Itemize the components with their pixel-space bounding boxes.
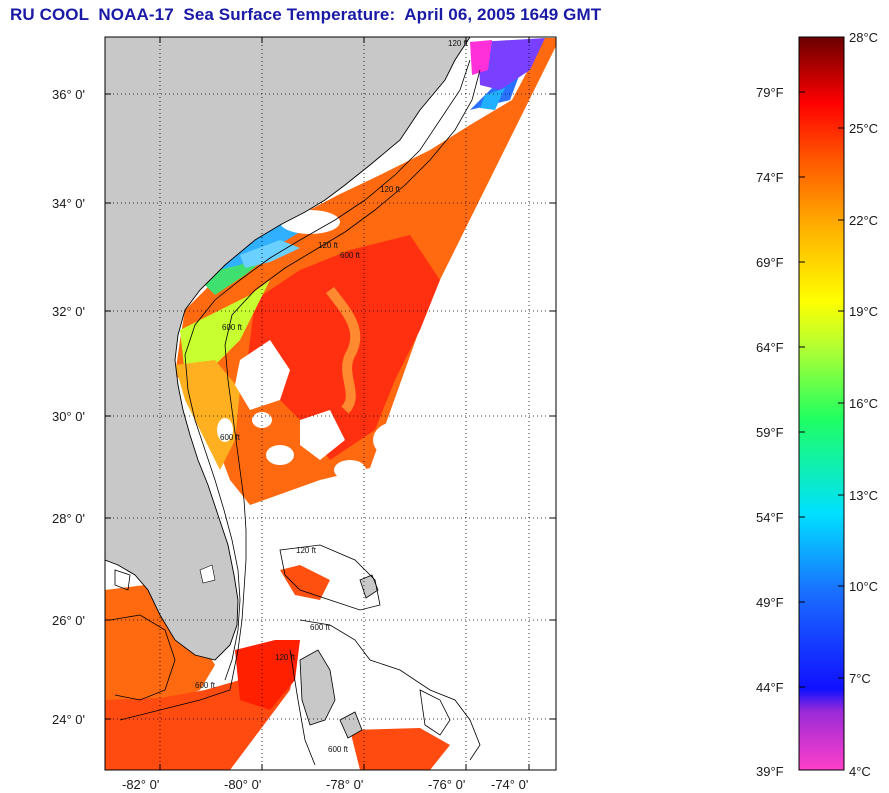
isobath-label: 120 ft	[275, 653, 296, 662]
map-plot: 120 ft 120 ft 600 ft 120 ft 600 ft 120 f…	[105, 37, 556, 770]
colorbar-gradient	[798, 36, 845, 771]
isobath-label: 600 ft	[195, 681, 216, 690]
lat-label: 34° 0'	[52, 196, 85, 211]
c-label: 22°C	[849, 213, 878, 228]
isobath-label: 120 ft	[448, 39, 469, 48]
isobath-labels: 120 ft 120 ft 600 ft 120 ft 600 ft 120 f…	[195, 39, 469, 754]
lon-label: -76° 0'	[428, 777, 465, 792]
colorbar: 79°F 74°F 69°F 64°F 59°F 54°F 49°F 44°F …	[756, 30, 878, 779]
c-label: 10°C	[849, 579, 878, 594]
isobath-label: 600 ft	[340, 251, 361, 260]
isobath-label: 600 ft	[222, 323, 243, 332]
f-label: 44°F	[756, 680, 784, 695]
tick-marks	[105, 37, 556, 770]
longitude-labels: -82° 0' -80° 0' -78° 0' -76° 0' -74° 0'	[122, 777, 528, 792]
isobath-label: 120 ft	[380, 185, 401, 194]
lon-label: -82° 0'	[122, 777, 159, 792]
c-label: 25°C	[849, 121, 878, 136]
isobath-label: 120 ft	[296, 546, 317, 555]
c-label: 19°C	[849, 304, 878, 319]
sst-swath	[175, 38, 556, 505]
land	[105, 37, 471, 739]
isobath-label: 600 ft	[310, 623, 331, 632]
lat-label: 24° 0'	[52, 712, 85, 727]
celsius-labels: 28°C 25°C 22°C 19°C 16°C 13°C 10°C 7°C 4…	[849, 30, 878, 779]
isobath-label: 600 ft	[328, 745, 349, 754]
lat-label: 36° 0'	[52, 87, 85, 102]
latitude-labels: 36° 0' 34° 0' 32° 0' 30° 0' 28° 0' 26° 0…	[52, 87, 85, 727]
f-label: 59°F	[756, 425, 784, 440]
map-frame	[104, 36, 557, 771]
lon-label: -80° 0'	[224, 777, 261, 792]
lat-label: 28° 0'	[52, 511, 85, 526]
isobaths	[109, 59, 481, 766]
f-label: 69°F	[756, 255, 784, 270]
lon-label: -74° 0'	[491, 777, 528, 792]
c-label: 4°C	[849, 764, 871, 779]
sst-south	[105, 460, 450, 770]
c-label: 16°C	[849, 396, 878, 411]
lon-label: -78° 0'	[326, 777, 363, 792]
f-label: 39°F	[756, 764, 784, 779]
lat-label: 30° 0'	[52, 409, 85, 424]
c-label: 7°C	[849, 671, 871, 686]
f-label: 74°F	[756, 170, 784, 185]
isobath-label: 600 ft	[220, 433, 241, 442]
lat-label: 32° 0'	[52, 304, 85, 319]
fahrenheit-labels: 79°F 74°F 69°F 64°F 59°F 54°F 49°F 44°F …	[756, 85, 784, 779]
f-label: 64°F	[756, 340, 784, 355]
f-label: 54°F	[756, 510, 784, 525]
f-label: 49°F	[756, 595, 784, 610]
isobath-label: 120 ft	[318, 241, 339, 250]
f-label: 79°F	[756, 85, 784, 100]
lat-label: 26° 0'	[52, 613, 85, 628]
colorbar-ticks	[799, 36, 844, 688]
map-title: RU COOL NOAA-17 Sea Surface Temperature:…	[10, 5, 602, 24]
c-label: 13°C	[849, 488, 878, 503]
c-label: 28°C	[849, 30, 878, 45]
